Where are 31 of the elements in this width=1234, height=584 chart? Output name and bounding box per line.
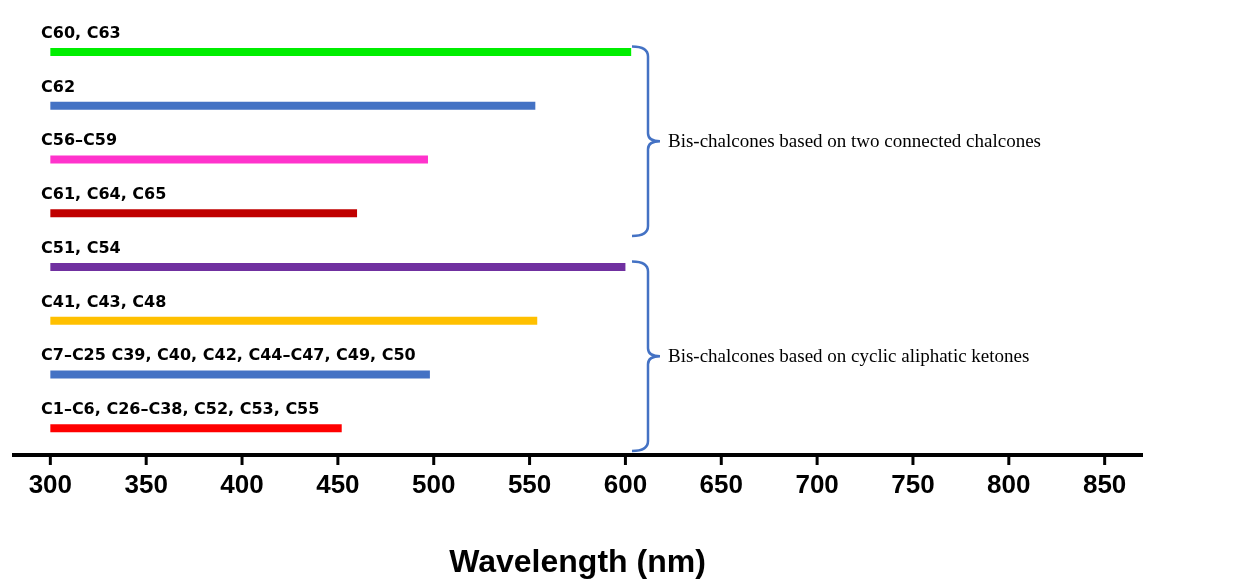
y-tick-label: C1–C6, C26–C38, C52, C53, C55 — [41, 399, 320, 419]
x-tick-label: 550 — [507, 469, 552, 500]
x-tick-label: 750 — [891, 469, 935, 500]
bar — [50, 48, 632, 56]
x-tick-label: 650 — [699, 469, 743, 500]
y-tick-label: C51, C54 — [41, 237, 121, 257]
bar — [50, 316, 538, 325]
x-tick-label: 500 — [412, 469, 456, 500]
y-tick-label: C56–C59 — [41, 130, 118, 150]
y-tick-label: C62 — [41, 76, 76, 96]
y-tick-label: C60, C63 — [41, 22, 121, 42]
x-axis-title: Wavelength (nm) — [449, 543, 706, 579]
bar — [50, 263, 626, 271]
x-tick-label: 350 — [124, 469, 168, 500]
x-tick-label: 400 — [220, 469, 264, 500]
y-tick-label: C7–C25 C39, C40, C42, C44–C47, C49, C50 — [41, 345, 416, 365]
bar — [50, 370, 430, 379]
annotation: Bis-chalcones based on cyclic aliphatic ketones — [668, 345, 1030, 367]
annotation: Bis-chalcones based on two connected chalcones — [668, 130, 1042, 152]
bar — [50, 101, 536, 110]
bar — [50, 424, 342, 433]
x-tick-label: 800 — [987, 469, 1031, 500]
x-tick-label: 450 — [316, 469, 360, 500]
y-tick-label: C61, C64, C65 — [41, 184, 167, 204]
x-tick-label: 850 — [1082, 469, 1127, 500]
x-tick-label: 700 — [795, 469, 839, 500]
x-tick-label: 600 — [603, 469, 648, 500]
bar — [50, 155, 428, 164]
bar — [50, 209, 358, 218]
x-tick-label: 300 — [28, 469, 73, 500]
y-tick-label: C41, C43, C48 — [41, 291, 167, 311]
